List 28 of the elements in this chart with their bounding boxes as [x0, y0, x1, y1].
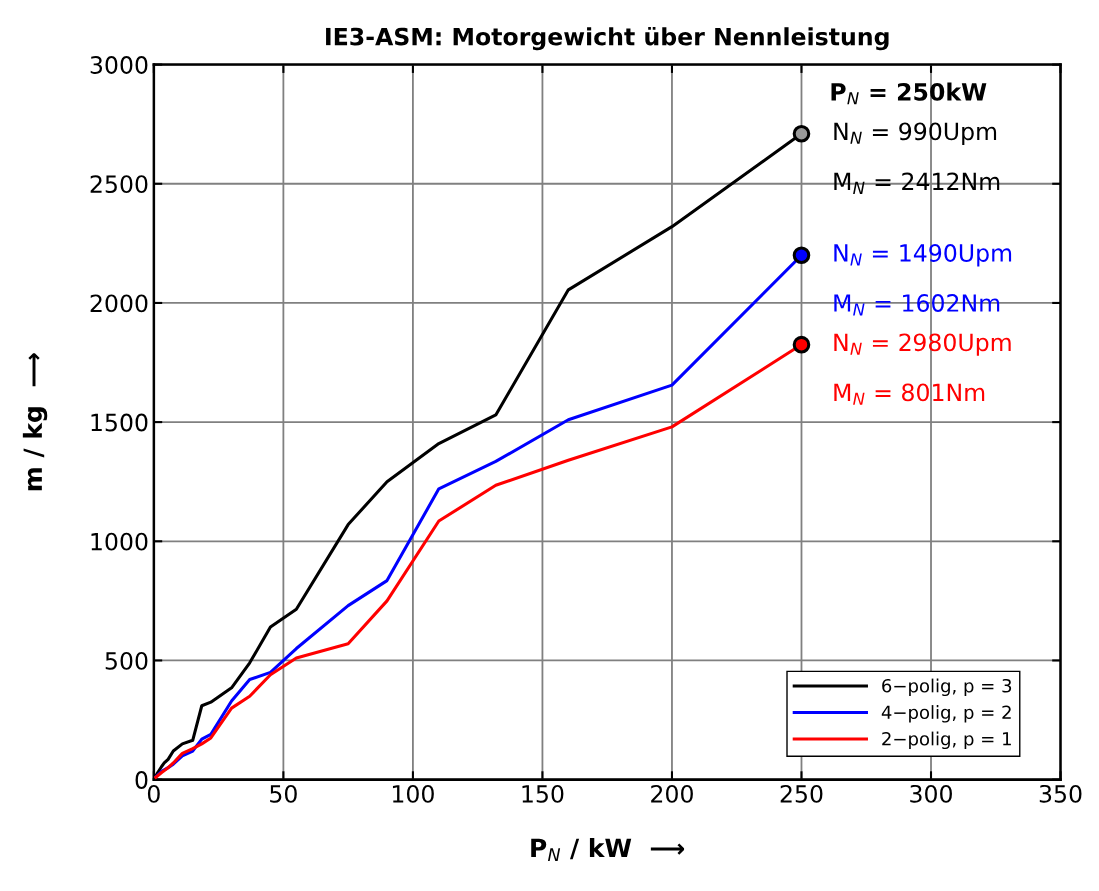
annotation: P$_{N}$ = 250kW — [831, 82, 987, 105]
y-tick-label: 1500 — [91, 413, 148, 432]
x-tick-label: 0 — [147, 784, 160, 803]
x-tick-label: 300 — [910, 784, 952, 803]
annotation: N$_{N}$ = 990Upm — [834, 122, 997, 145]
legend-label: 6−polig, p = 3 — [882, 678, 1012, 697]
y-tick-label: 500 — [105, 651, 148, 670]
annotation: N$_{N}$ = 1490Upm — [834, 244, 1012, 267]
y-tick-label: 2000 — [90, 294, 148, 313]
x-tick-label: 350 — [1039, 784, 1082, 803]
y-axis-title: m / kg ⟶ — [22, 353, 48, 491]
y-tick-label: 0 — [135, 771, 148, 789]
x-tick-label: 100 — [392, 784, 434, 803]
y-tick-label: 3000 — [90, 56, 148, 74]
legend-label: 4−polig, p = 2 — [881, 705, 1011, 723]
annotation: M$_{N}$ = 2412Nm — [834, 172, 1000, 194]
chart-title: IE3-ASM: Motorgewicht über Nennleistung — [326, 26, 889, 51]
x-tick-label: 200 — [651, 784, 693, 803]
y-tick-label: 1000 — [91, 532, 148, 551]
x-tick-label: 250 — [780, 784, 823, 803]
annotation: N$_{N}$ = 2980Upm — [834, 333, 1011, 356]
legend-label: 2−polig, p = 1 — [882, 731, 1011, 750]
annotation: M$_{N}$ = 801Nm — [834, 383, 985, 405]
y-tick-label: 2500 — [90, 175, 148, 194]
x-tick-label: 150 — [522, 784, 564, 803]
x-tick-label: 50 — [270, 784, 297, 803]
x-axis-title: P$_{N}$ / kW ⟶ — [531, 837, 685, 861]
annotation: M$_{N}$ = 1602Nm — [834, 294, 1000, 316]
